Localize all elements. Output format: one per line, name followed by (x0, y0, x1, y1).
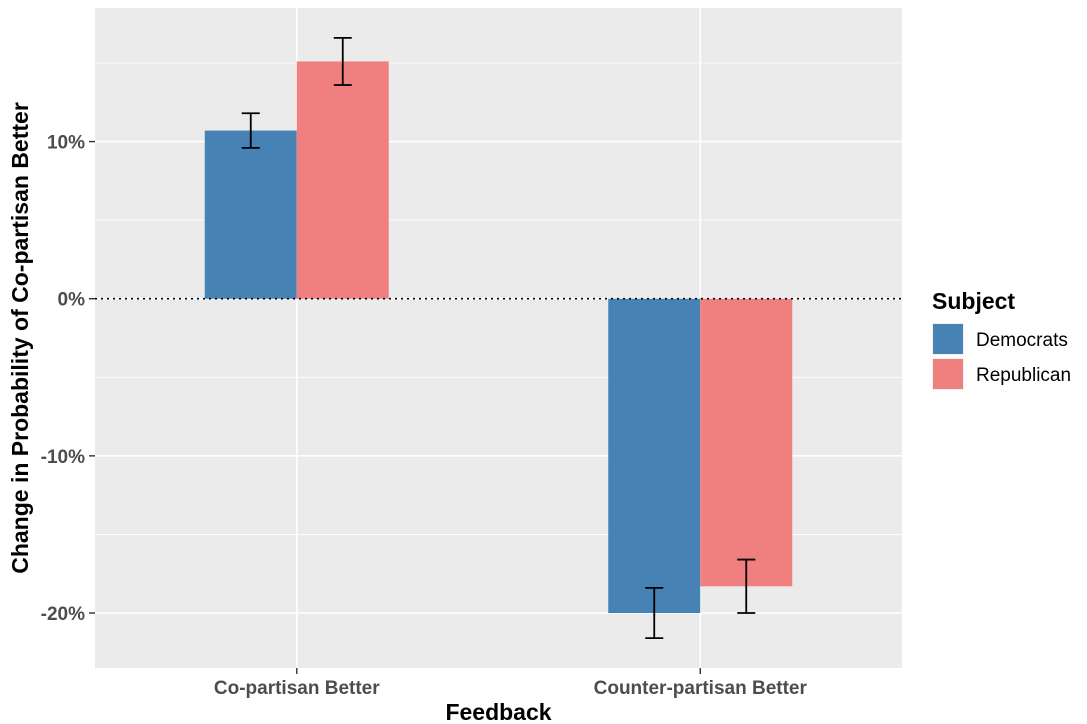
legend-swatch-republican (933, 359, 963, 389)
x-tick-label: Counter-partisan Better (594, 678, 808, 699)
y-tick-label: -20% (41, 604, 85, 625)
bars (204, 61, 793, 613)
error-bars (241, 36, 756, 640)
legend: Subject Democrats Republican (932, 288, 1071, 390)
y-tick-label: 10% (47, 133, 85, 154)
legend-label: Republican (976, 365, 1071, 386)
bar-democrats (608, 298, 701, 613)
legend-label: Democrats (976, 330, 1068, 351)
bar-republican (296, 61, 389, 299)
y-tick-label: -10% (41, 447, 85, 468)
bar-democrats (204, 130, 297, 299)
x-tick-label: Co-partisan Better (214, 678, 380, 699)
y-axis-title: Change in Probability of Co-partisan Bet… (7, 102, 33, 574)
y-axis-ticks: -20% -10% 0% 10% (41, 133, 95, 625)
x-axis-ticks: Co-partisan Better Counter-partisan Bette… (214, 668, 808, 699)
legend-title: Subject (932, 288, 1015, 314)
x-axis-title: Feedback (445, 699, 551, 724)
legend-swatch-democrats (933, 324, 963, 354)
y-tick-label: 0% (58, 290, 86, 311)
bar-republican (700, 298, 793, 587)
